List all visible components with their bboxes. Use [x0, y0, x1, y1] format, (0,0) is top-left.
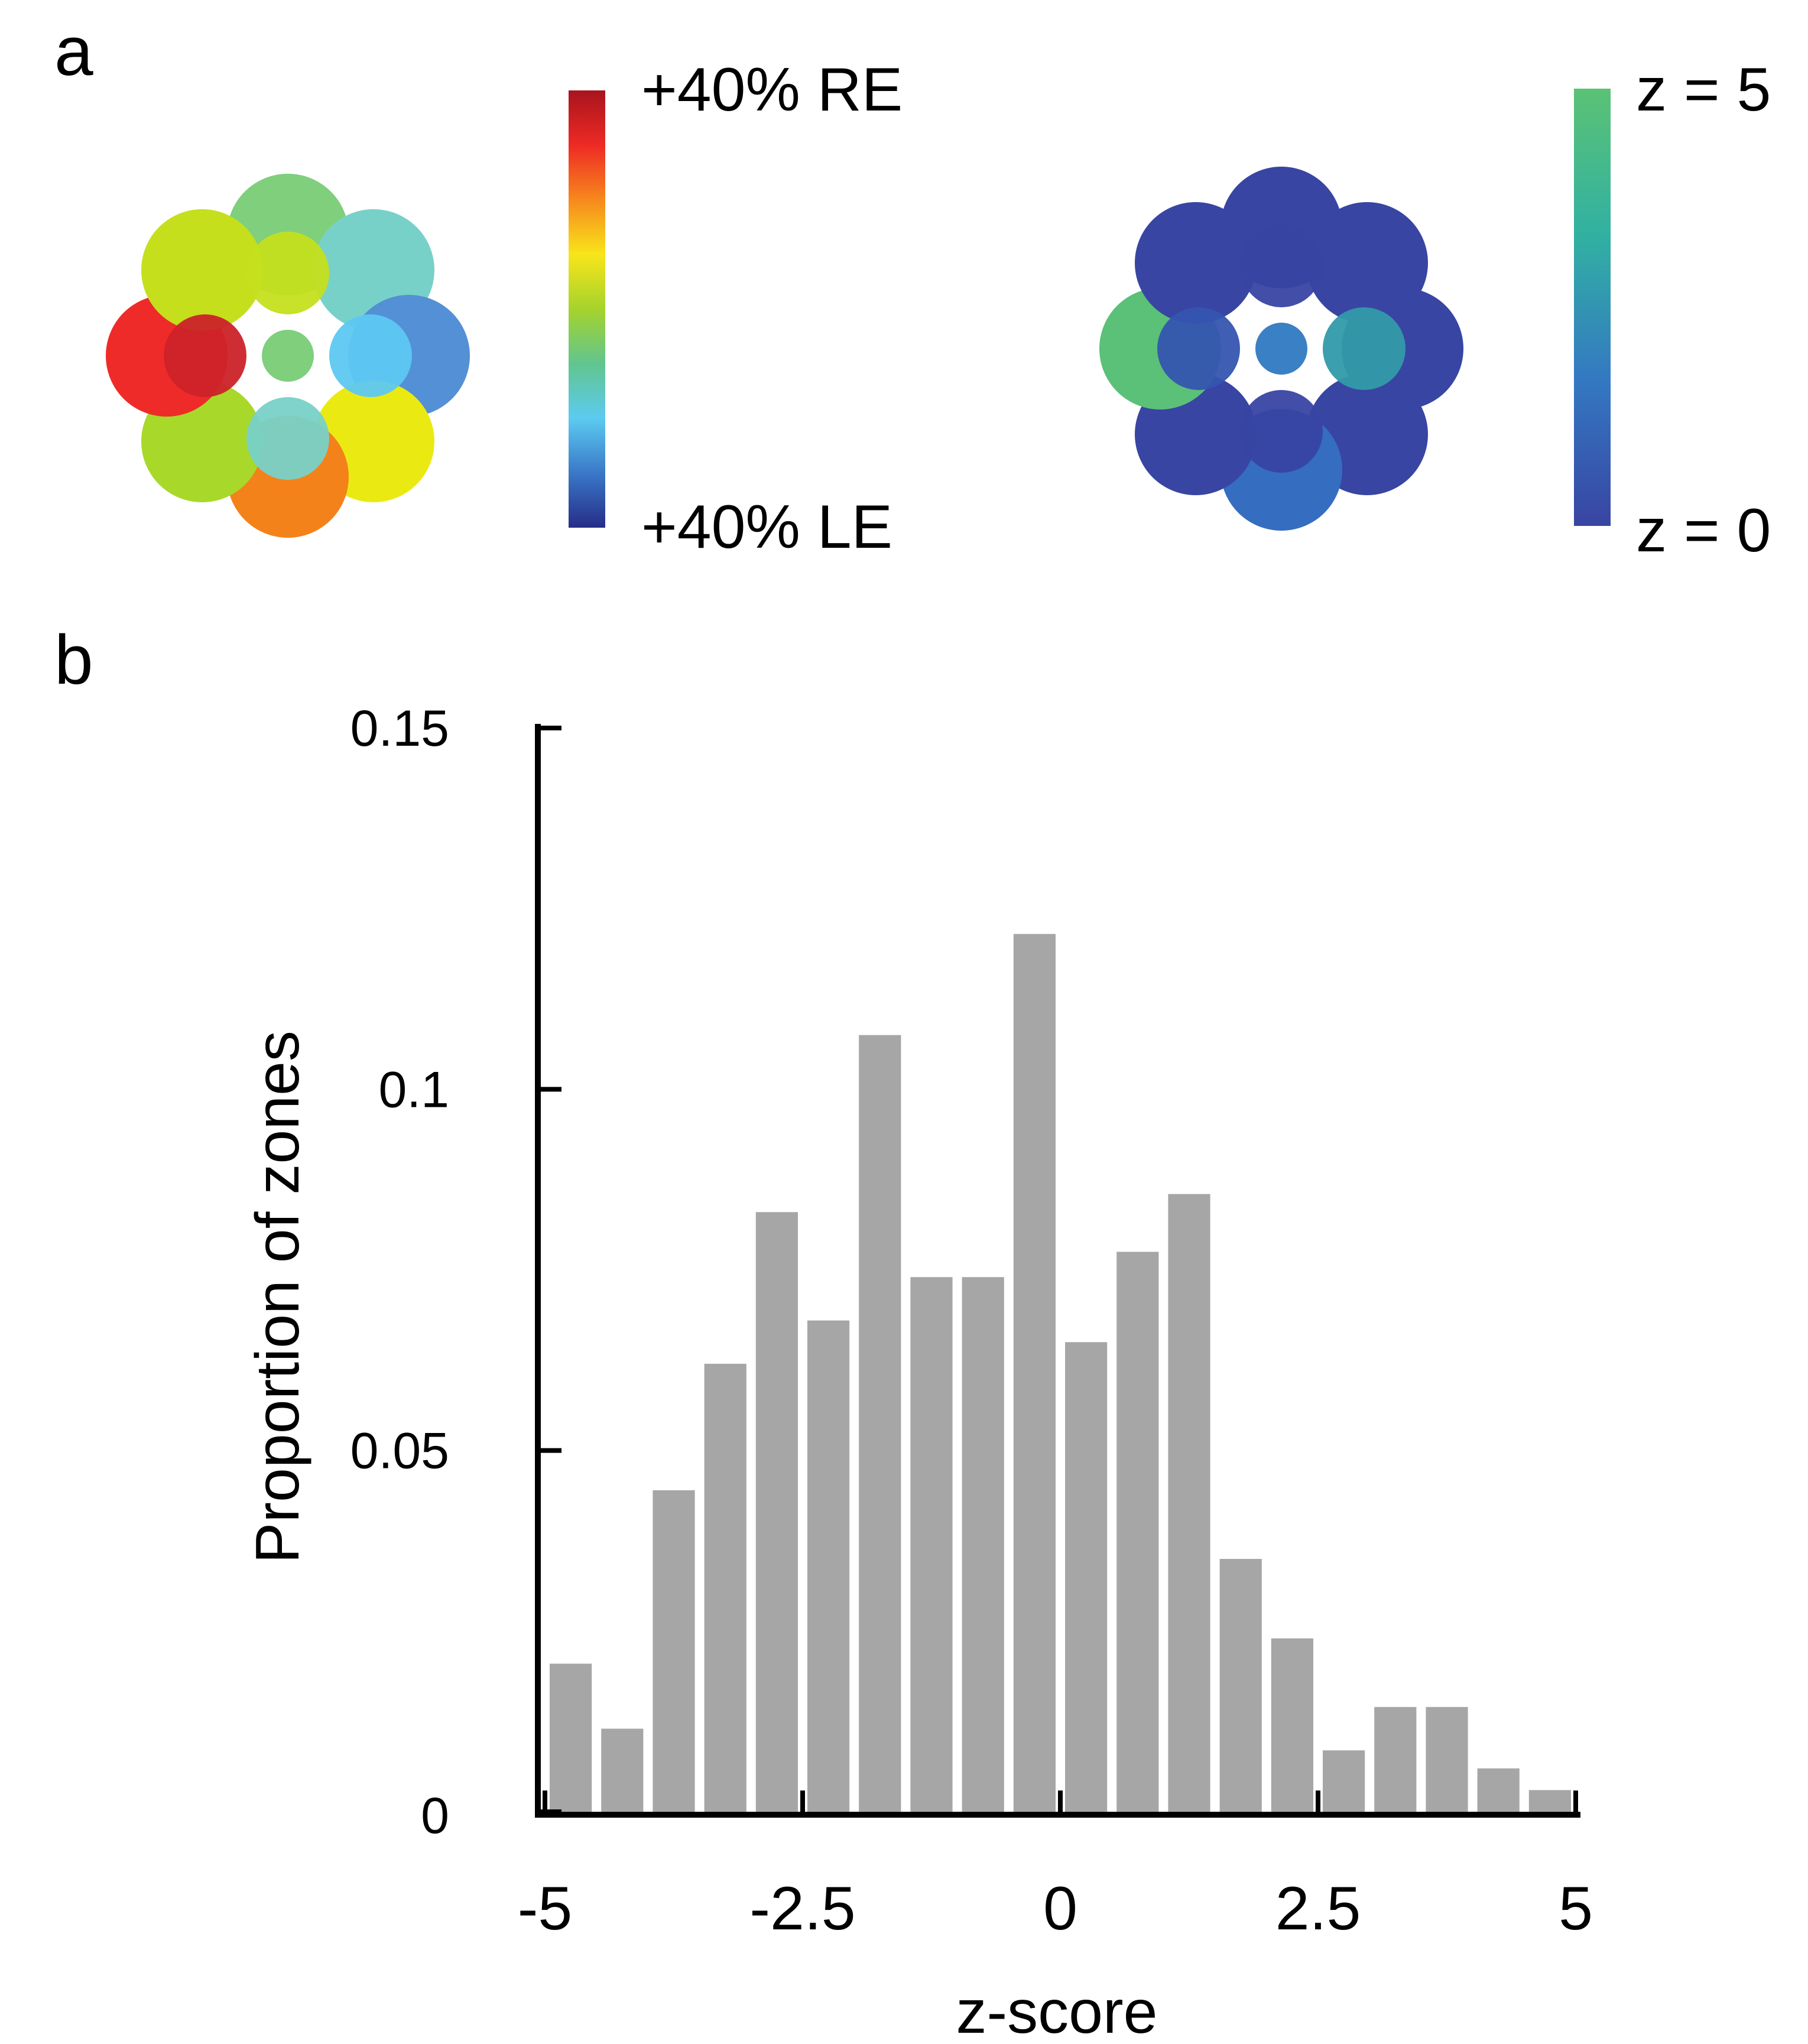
histogram-bar — [550, 1663, 592, 1812]
x-tick-label: 2.5 — [1275, 1874, 1361, 1943]
x-axis-title: z-score — [956, 1978, 1158, 2044]
right-zone-map — [1099, 167, 1463, 531]
left-zone-map — [106, 174, 470, 538]
right-colorbar-top-label: z = 5 — [1636, 56, 1771, 124]
histogram-bar — [1168, 1194, 1210, 1812]
histogram-bar — [1013, 934, 1056, 1812]
right-map-inner-zone — [1240, 225, 1323, 307]
panel-a-label: a — [54, 12, 93, 90]
left-map-inner-zone — [329, 314, 412, 397]
histogram-bar — [1219, 1559, 1262, 1812]
left-map-inner-zone — [164, 314, 246, 397]
histogram-bar — [807, 1320, 850, 1812]
y-tick-label: 0.05 — [350, 1423, 449, 1480]
x-tick-label: -2.5 — [749, 1874, 855, 1943]
right-map-inner-zone — [1240, 390, 1323, 473]
left-map-center-zone — [262, 330, 314, 382]
x-tick-label: 0 — [1043, 1874, 1077, 1943]
left-colorbar-top-label: +40% RE — [641, 56, 903, 124]
left-map-outer-zone — [141, 209, 263, 331]
histogram-bar — [704, 1363, 746, 1812]
y-tick-label: 0.1 — [378, 1061, 449, 1118]
x-tick-label: 5 — [1559, 1874, 1593, 1943]
y-tick-label: 0 — [421, 1788, 449, 1844]
histogram-bar — [755, 1212, 798, 1812]
right-map-inner-zone — [1157, 307, 1240, 390]
histogram-bar — [962, 1277, 1004, 1812]
histogram-bar — [653, 1490, 695, 1812]
right-colorbar-bottom-label: z = 0 — [1636, 496, 1771, 565]
histogram-bar — [1477, 1768, 1520, 1812]
colorbars — [569, 89, 1611, 528]
histogram-bar — [1065, 1342, 1108, 1812]
right-colorbar — [1574, 89, 1611, 526]
x-tick-label: -5 — [518, 1874, 572, 1943]
histogram-bar — [1323, 1750, 1365, 1812]
left-map-inner-zone — [246, 397, 329, 480]
y-tick-label: 0.15 — [350, 700, 449, 757]
histogram-bar — [1374, 1707, 1417, 1812]
histogram-bar — [1116, 1252, 1159, 1812]
histogram-bar — [1426, 1707, 1468, 1812]
histogram-bar — [1528, 1790, 1571, 1812]
right-map-inner-zone — [1323, 307, 1405, 390]
left-colorbar-bottom-label: +40% LE — [641, 493, 892, 561]
histogram-bar — [910, 1277, 953, 1812]
panel-b-label: b — [54, 621, 93, 699]
histogram-bar — [1271, 1638, 1313, 1812]
histogram-bar — [601, 1728, 644, 1812]
left-colorbar — [569, 90, 605, 528]
y-axis-title: Proportion of zones — [244, 1031, 312, 1564]
right-map-outer-zone — [1135, 202, 1257, 324]
histogram-bar — [859, 1035, 901, 1812]
left-map-inner-zone — [246, 232, 329, 314]
right-map-center-zone — [1255, 323, 1307, 375]
